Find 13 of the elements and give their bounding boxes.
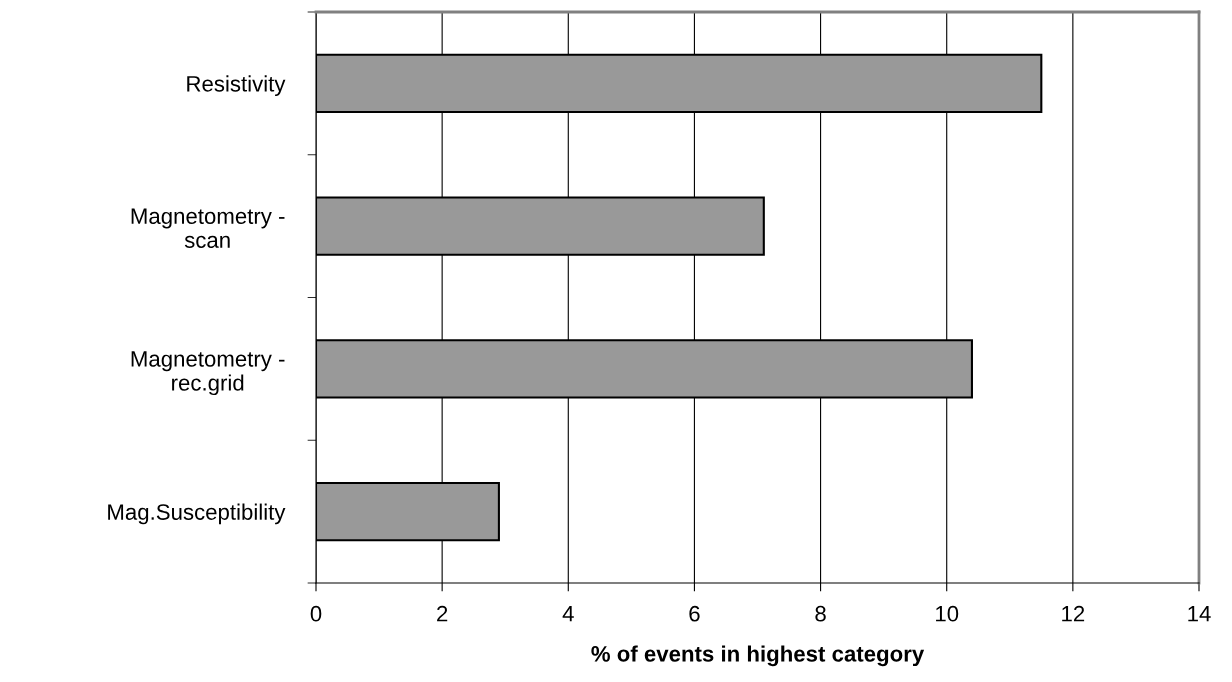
y-tick-label: Mag.Susceptibility	[108, 503, 286, 525]
x-tick-label: 6	[689, 605, 700, 622]
y-tick-label: Magnetometry - scan	[131, 208, 285, 248]
x-tick-label: 0	[310, 605, 322, 622]
x-tick-label: 14	[1188, 606, 1211, 622]
x-tick-label: 4	[562, 606, 574, 622]
x-tick-label: 10	[936, 605, 959, 622]
x-tick-label: 12	[1062, 605, 1085, 622]
y-tick-label: Magnetometry - rec.grid	[131, 351, 285, 396]
x-tick-label: 2	[437, 605, 448, 622]
x-axis-title: % of events in highest category	[591, 645, 925, 667]
x-tick-label: 8	[815, 605, 826, 622]
y-tick-label: Resistivity	[187, 75, 286, 97]
